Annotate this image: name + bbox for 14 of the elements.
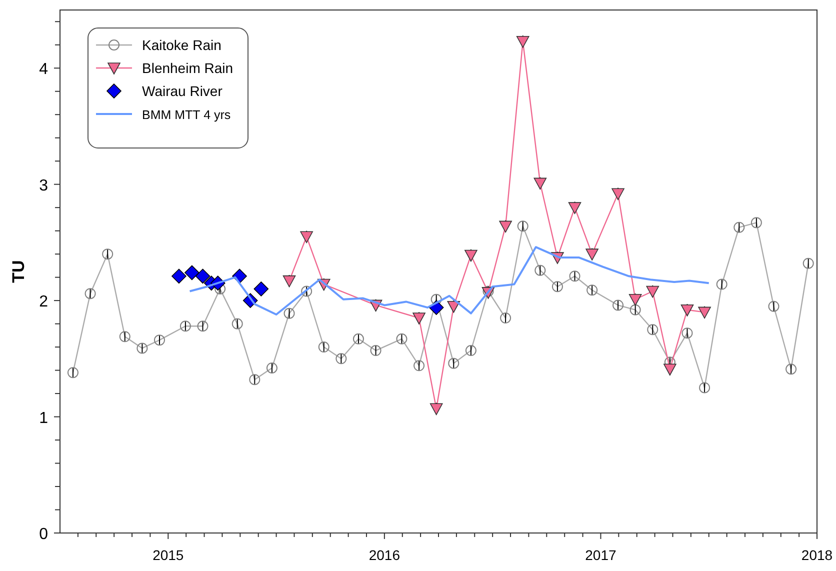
legend-label: Blenheim Rain (142, 60, 234, 76)
legend-label: Wairau River (142, 83, 223, 99)
y-tick-label: 3 (39, 177, 48, 194)
y-tick-label: 4 (39, 61, 48, 78)
y-axis-title: TU (9, 260, 28, 283)
y-tick-label: 2 (39, 294, 48, 311)
x-tick-label: 2018 (801, 547, 833, 563)
y-tick-label: 0 (39, 526, 48, 543)
y-tick-label: 1 (39, 410, 48, 427)
legend-label: BMM MTT 4 yrs (142, 108, 231, 122)
x-tick-label: 2017 (585, 547, 616, 563)
x-tick-label: 2015 (152, 547, 184, 563)
legend-label: Kaitoke Rain (142, 37, 222, 53)
x-tick-label: 2016 (368, 547, 400, 563)
